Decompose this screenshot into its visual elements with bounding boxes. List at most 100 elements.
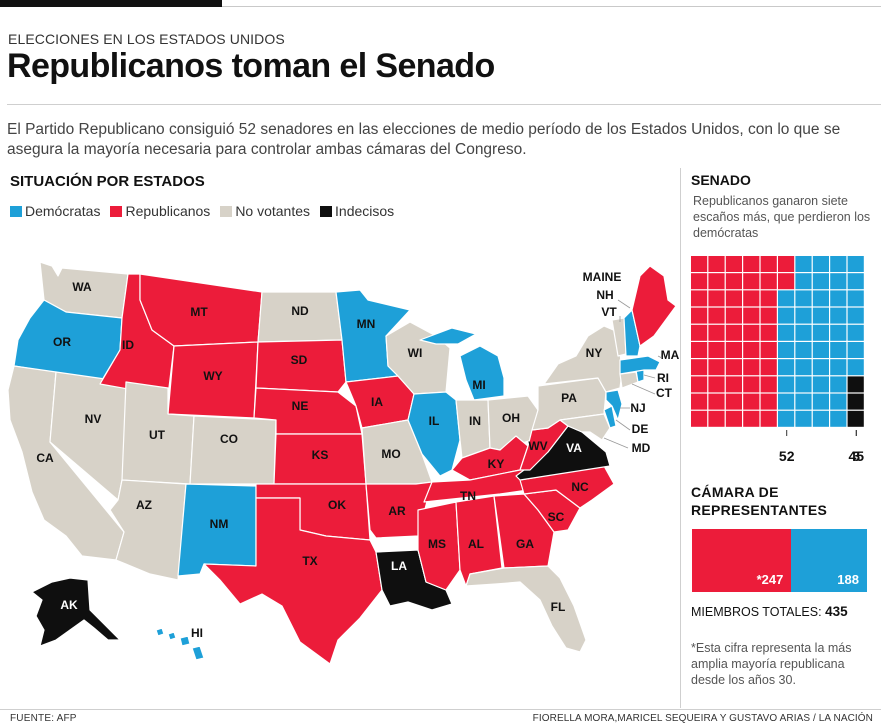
legend-item-undecided: Indecisos [320, 203, 394, 219]
senate-seat [778, 359, 795, 376]
label-LA: LA [391, 559, 407, 573]
senate-seat [795, 342, 812, 358]
state-CO [189, 415, 277, 485]
label-IA: IA [371, 395, 383, 409]
senate-seat [830, 290, 847, 307]
state-MD [559, 413, 611, 441]
label-NE: NE [292, 399, 309, 413]
senate-seat [847, 410, 864, 427]
senate-seat [830, 410, 847, 427]
senate-seat [743, 376, 760, 393]
state-NJ [605, 389, 623, 421]
label-RI: RI [657, 371, 669, 385]
senate-seat [691, 393, 708, 410]
house-dem-segment: 188 [791, 529, 867, 592]
senate-seat [691, 307, 708, 324]
senate-seat [812, 307, 829, 324]
senate-seat [691, 290, 708, 307]
label-AR: AR [388, 504, 406, 518]
legend-swatch-republicans [110, 205, 123, 217]
senate-seat [847, 359, 864, 376]
label-MS: MS [428, 537, 446, 551]
label-VA: VA [566, 441, 582, 455]
senate-seat [760, 410, 777, 427]
label-SD: SD [291, 353, 308, 367]
senate-seat [778, 376, 795, 393]
state-NH [623, 309, 641, 357]
label-NV: NV [85, 412, 102, 426]
senate-seat [691, 376, 708, 393]
senate-seat [795, 376, 812, 393]
state-AK [31, 577, 121, 647]
senate-seat [725, 307, 742, 324]
state-TX [203, 497, 383, 665]
senate-seat [847, 256, 864, 272]
senate-seat [743, 359, 760, 376]
label-TX: TX [302, 554, 317, 568]
senate-seat [743, 273, 760, 290]
senate-seat [725, 342, 742, 358]
senate-seat [778, 410, 795, 427]
senate-seat [691, 273, 708, 290]
map-title: SITUACIÓN POR ESTADOS [10, 173, 205, 190]
page-title: Republicanos toman el Senado [7, 47, 495, 85]
senate-seat [812, 342, 829, 358]
legend-item-democrats: Demócratas [10, 203, 100, 219]
house-title: CÁMARA DE REPRESENTANTES [691, 484, 828, 518]
senate-seat [778, 256, 795, 272]
senate-seat [743, 256, 760, 272]
label-NH: NH [596, 288, 613, 302]
state-MI [419, 327, 505, 401]
legend-item-republicans: Republicanos [110, 203, 210, 219]
label-MT: MT [190, 305, 208, 319]
senate-seat [778, 393, 795, 410]
intro-text: El Partido Republicano consiguió 52 sena… [7, 121, 841, 158]
us-map: WA OR CA NV ID MT WY UT AZ CO NM ND SD N… [7, 261, 680, 665]
senate-seat [691, 256, 708, 272]
state-MA [619, 355, 661, 375]
label-PA: PA [561, 391, 577, 405]
leader-lines [603, 299, 663, 449]
senate-seat [691, 324, 708, 341]
senate-seat [691, 359, 708, 376]
senate-seat [847, 342, 864, 358]
senate-seat [812, 410, 829, 427]
senate-seat [691, 410, 708, 427]
senate-seat [778, 290, 795, 307]
label-KS: KS [312, 448, 329, 462]
label-IN: IN [469, 414, 481, 428]
label-MA: MA [661, 348, 680, 362]
senate-seat [812, 376, 829, 393]
house-total-label: MIEMBROS TOTALES: [691, 605, 822, 619]
senate-seat [778, 273, 795, 290]
senate-seat [743, 324, 760, 341]
label-IL: IL [429, 414, 440, 428]
legend-label: Demócratas [25, 203, 101, 219]
senate-seat [708, 273, 725, 290]
senate-seat [708, 307, 725, 324]
senate-seat [743, 393, 760, 410]
label-OK: OK [328, 498, 346, 512]
label-HI: HI [191, 626, 203, 640]
label-OH: OH [502, 411, 520, 425]
label-AZ: AZ [136, 498, 152, 512]
label-WI: WI [408, 346, 423, 360]
senate-seat [708, 393, 725, 410]
senate-seat [708, 359, 725, 376]
label-FL: FL [551, 600, 566, 614]
senate-seat [708, 376, 725, 393]
state-SD [255, 339, 347, 393]
kicker: ELECCIONES EN LOS ESTADOS UNIDOS [8, 31, 285, 47]
legend-swatch-undecided [320, 205, 333, 217]
label-MAINE: MAINE [583, 270, 622, 284]
senate-seat [725, 273, 742, 290]
senate-seat [830, 342, 847, 358]
senate-dem-count: 45 [849, 448, 865, 464]
label-ID: ID [122, 338, 134, 352]
senate-seat [830, 376, 847, 393]
senate-seat [708, 342, 725, 358]
senate-seat [708, 324, 725, 341]
senate-seat [760, 307, 777, 324]
column-divider [680, 168, 681, 708]
senate-seat [830, 359, 847, 376]
